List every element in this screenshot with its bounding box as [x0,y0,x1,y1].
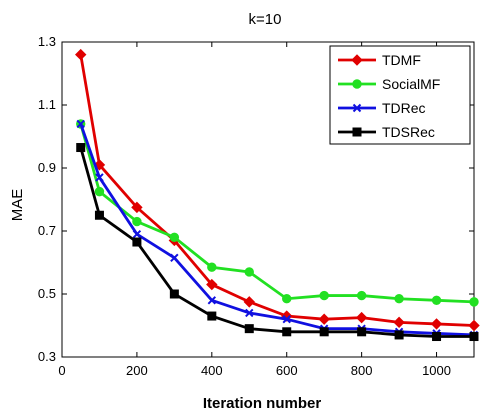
data-point-tdmf [393,316,405,329]
data-point-socialmf [207,262,217,272]
data-point-socialmf [319,290,329,301]
data-point-tdsrec [357,327,367,337]
data-point-socialmf [431,295,442,305]
x-tick-label: 600 [276,363,298,378]
data-point-tdmf [355,311,368,324]
data-point-tdsrec [94,210,104,220]
data-point-tdmf [131,201,143,214]
data-point-tdsrec [469,332,479,342]
y-tick-label: 0.9 [38,160,56,175]
series-line-tdmf [79,54,475,327]
x-tick-label: 200 [126,363,148,378]
x-tick-label: 800 [351,363,373,378]
data-point-tdmf [430,318,443,330]
data-point-socialmf [169,232,180,243]
x-tick-label: 0 [58,363,65,378]
series-line-tdsrec [79,147,474,338]
data-point-tdsrec [394,330,404,340]
chart-title: k=10 [249,11,282,28]
x-tick-label: 1000 [422,363,451,378]
data-point-tdrec [170,253,179,262]
legend-label-tdsrec: TDSRec [382,124,435,140]
data-point-tdmf [351,54,363,66]
legend: TDMF SocialMF TDRec TDSRec [329,45,471,145]
legend-label-socialmf: SocialMF [382,76,440,92]
series-line-tdrec [79,123,475,337]
data-point-tdrec [352,103,362,113]
data-point-tdsrec [352,127,362,137]
data-point-tdrec [95,173,104,182]
y-tick-label: 1.3 [38,34,56,49]
data-point-tdsrec [207,311,217,321]
data-point-socialmf [132,216,142,227]
data-point-socialmf [394,294,404,304]
data-point-tdrec [132,229,142,239]
data-point-tdrec [245,308,254,318]
legend-label-tdmf: TDMF [382,52,421,68]
data-point-tdmf [243,296,255,308]
y-tick-label: 0.3 [38,349,56,364]
data-point-socialmf [282,294,292,304]
y-tick-label: 0.7 [38,223,56,238]
data-point-tdsrec [244,324,254,334]
data-point-tdsrec [282,327,292,337]
data-point-tdsrec [169,289,179,299]
data-point-tdrec [76,119,85,129]
legend-label-tdrec: TDRec [382,100,426,116]
y-axis-label: MAE [9,189,26,222]
y-tick-label: 0.5 [38,286,56,301]
data-point-tdsrec [76,143,86,153]
data-point-socialmf [94,186,105,197]
data-point-socialmf [244,267,254,277]
data-point-tdmf [318,313,330,325]
data-point-socialmf [469,297,479,307]
data-point-tdrec [282,314,291,324]
data-point-socialmf [356,290,367,301]
x-axis-label: Iteration number [203,395,322,412]
data-point-tdsrec [319,327,329,337]
data-point-tdmf [468,319,480,332]
data-point-tdmf [206,278,218,291]
data-point-tdsrec [432,332,442,342]
data-point-tdrec [207,296,217,305]
x-tick-label: 400 [201,363,223,378]
data-point-tdmf [75,48,87,61]
data-point-tdsrec [132,237,142,247]
data-point-socialmf [352,79,362,89]
series-line-socialmf [79,123,475,304]
y-tick-label: 1.1 [38,97,56,112]
